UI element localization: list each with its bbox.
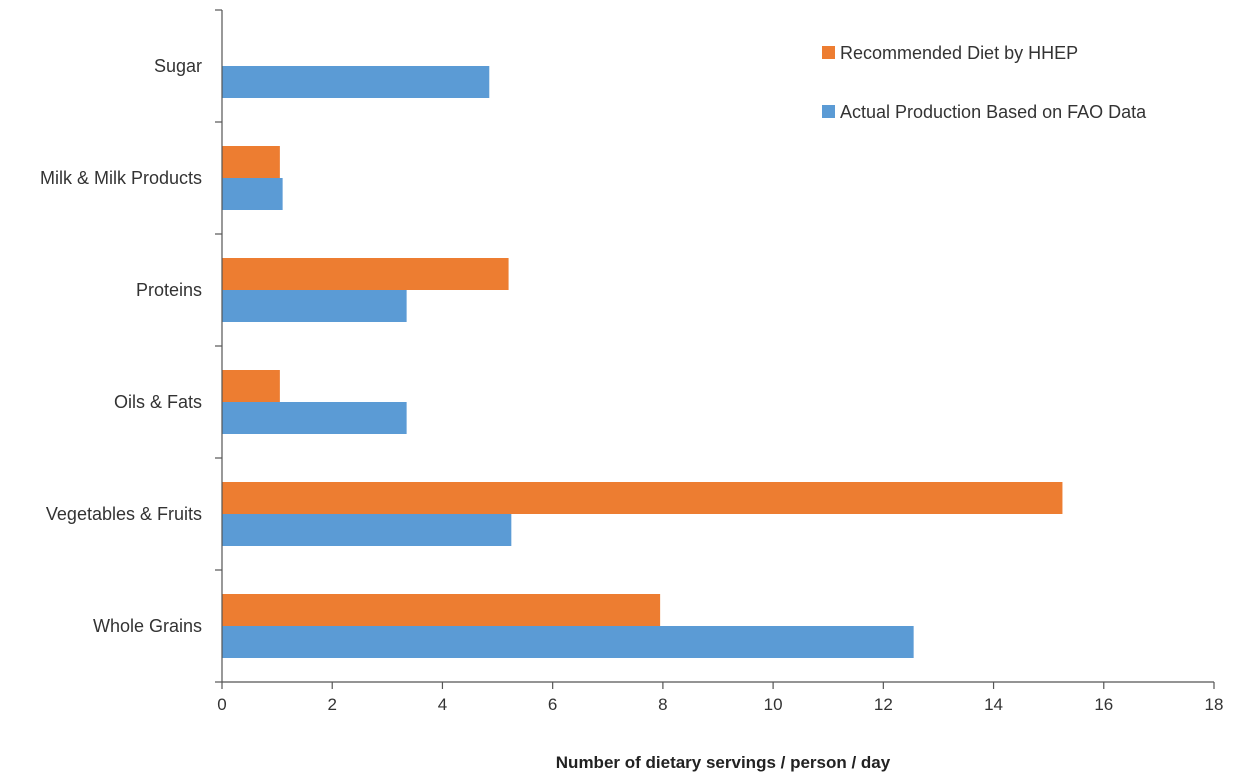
x-tick-label: 12 <box>874 695 893 714</box>
x-tick-label: 10 <box>764 695 783 714</box>
legend-swatch <box>822 46 835 59</box>
category-label: Proteins <box>136 280 202 300</box>
category-label: Whole Grains <box>93 616 202 636</box>
bar-recommended <box>222 482 1063 514</box>
bar-actual <box>222 626 914 658</box>
bar-actual <box>222 66 490 98</box>
bars-group <box>222 66 1063 658</box>
bar-actual <box>222 402 407 434</box>
x-tick-label: 0 <box>217 695 226 714</box>
x-tick-label: 4 <box>438 695 447 714</box>
bar-actual <box>222 514 512 546</box>
x-tick-label: 14 <box>984 695 1003 714</box>
category-label: Oils & Fats <box>114 392 202 412</box>
bar-recommended <box>222 146 280 178</box>
x-axis-title: Number of dietary servings / person / da… <box>556 753 891 772</box>
bar-recommended <box>222 594 661 626</box>
legend-swatch <box>822 105 835 118</box>
bar-actual <box>222 290 407 322</box>
legend: Recommended Diet by HHEP Actual Productio… <box>822 43 1147 122</box>
legend-label: Actual Production Based on FAO Data <box>840 102 1147 122</box>
bar-actual <box>222 178 283 210</box>
bar-recommended <box>222 370 280 402</box>
legend-label: Recommended Diet by HHEP <box>840 43 1078 63</box>
x-ticks-group: 0 2 4 6 8 10 12 14 16 18 <box>217 682 1223 714</box>
x-tick-label: 6 <box>548 695 557 714</box>
category-label: Vegetables & Fruits <box>46 504 202 524</box>
x-tick-label: 16 <box>1094 695 1113 714</box>
category-labels-group: Whole Grains Vegetables & Fruits Oils & Fa… <box>40 56 202 636</box>
category-label: Sugar <box>154 56 202 76</box>
x-tick-label: 18 <box>1205 695 1224 714</box>
bar-recommended <box>222 258 509 290</box>
y-ticks-group <box>215 9 222 683</box>
x-tick-label: 2 <box>327 695 336 714</box>
x-tick-label: 8 <box>658 695 667 714</box>
category-label: Milk & Milk Products <box>40 168 202 188</box>
